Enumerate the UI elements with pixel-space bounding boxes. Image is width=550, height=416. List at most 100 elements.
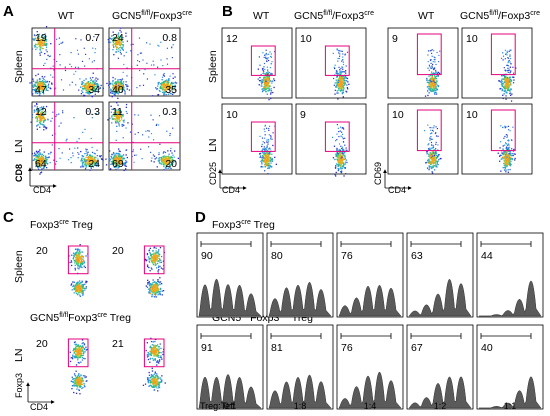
divided-percent: 44 bbox=[481, 250, 493, 262]
divided-percent: 91 bbox=[201, 342, 213, 354]
cluster-main bbox=[498, 66, 517, 102]
ratio-label-1: 1:8 bbox=[294, 401, 307, 411]
cluster-tail bbox=[257, 49, 276, 83]
cluster-foxp3-positive bbox=[144, 246, 165, 274]
gate bbox=[324, 45, 350, 76]
quadrant-value-ur: 0.7 bbox=[85, 32, 100, 44]
quadrant-value-ul: 24 bbox=[112, 32, 124, 44]
gate-percent: 10 bbox=[466, 109, 478, 121]
gate-percent: 20 bbox=[36, 338, 48, 350]
panel-b-x-axis-1: CD4 bbox=[222, 185, 240, 195]
gate bbox=[324, 121, 350, 152]
panel-b-header-gcn5-1: GCN5fl/fl/Foxp3cre bbox=[294, 10, 374, 22]
panel-d-hist-r0-c1: 80 bbox=[266, 232, 334, 318]
cluster-cd8-single bbox=[107, 102, 129, 127]
panel-c-title-top: Foxp3cre Treg bbox=[30, 219, 93, 231]
quadrant-value-lr: 34 bbox=[88, 84, 100, 96]
quadrant-value-ll: 64 bbox=[35, 158, 47, 170]
panel-a-plot-r0-c0: 19 0.7 47 34 bbox=[29, 26, 104, 98]
panel-b-row-spleen: Spleen bbox=[207, 50, 219, 83]
panel-b-header-gcn5-2: GCN5fl/fl/Foxp3cre bbox=[460, 10, 540, 22]
panel-c-plot-r0-c1: 20 bbox=[112, 245, 165, 298]
histogram-curve bbox=[198, 374, 262, 409]
quadrant-value-ur: 0.3 bbox=[85, 106, 100, 118]
quadrant-value-ll: 47 bbox=[35, 84, 47, 96]
quadrant-value-ur: 0.3 bbox=[162, 106, 177, 118]
panel-c-row-spleen: Spleen bbox=[13, 250, 25, 283]
panel-b-row-ln: LN bbox=[207, 139, 219, 152]
gate bbox=[416, 33, 442, 76]
quadrant-value-ul: 19 bbox=[35, 32, 47, 44]
panel-b-plot-r1-c3: 10 bbox=[461, 103, 533, 175]
gate-percent: 12 bbox=[226, 33, 238, 45]
histogram-curve bbox=[408, 376, 472, 409]
panel-a-header-wt: WT bbox=[58, 10, 75, 22]
gate bbox=[490, 33, 516, 76]
histogram-curve bbox=[479, 281, 542, 317]
panel-d-plots: 90 80 76 63 44 91 81 76 67 40 0:1 1:8 1:4 1:2 1:1 bbox=[196, 232, 544, 411]
panel-d-ratio-label: Treg:Teff bbox=[200, 401, 236, 411]
cluster-main bbox=[425, 144, 442, 174]
histogram-curve bbox=[338, 372, 402, 409]
panel-c-plots: 20 20 20 21 bbox=[36, 244, 166, 395]
panel-d-hist-r1-c0: 91 bbox=[196, 324, 264, 410]
panel-c-x-axis: CD4 bbox=[30, 402, 48, 412]
panel-b-plot-r1-c2: 10 bbox=[387, 103, 459, 175]
panel-a-row-ln: LN bbox=[13, 140, 25, 153]
quadrant-value-ll: 69 bbox=[112, 158, 124, 170]
gate-percent: 10 bbox=[226, 109, 238, 121]
divided-percent: 67 bbox=[411, 342, 423, 354]
panel-a-y-axis: CD8 bbox=[14, 164, 24, 182]
cluster-foxp3-negative bbox=[145, 277, 165, 298]
cluster-foxp3-negative bbox=[70, 280, 88, 297]
panel-c-y-axis: Foxp3 bbox=[14, 373, 24, 398]
gate-percent: 9 bbox=[392, 33, 398, 45]
gate bbox=[67, 245, 89, 275]
panel-d-hist-r0-c0: 90 bbox=[196, 232, 264, 318]
panel-d-hist-r1-c2: 76 bbox=[336, 324, 404, 410]
ratio-label-3: 1:2 bbox=[434, 401, 447, 411]
gate bbox=[250, 121, 276, 152]
gate bbox=[143, 338, 165, 368]
panel-a-x-axis: CD4 bbox=[33, 185, 51, 195]
panel-a-letter: A bbox=[3, 3, 14, 20]
histogram-curve bbox=[408, 279, 472, 317]
cluster-main bbox=[424, 59, 441, 97]
divided-percent: 40 bbox=[481, 342, 493, 354]
histogram-curve bbox=[198, 279, 262, 317]
gate-percent: 21 bbox=[112, 338, 124, 350]
quadrant-value-ur: 0.8 bbox=[162, 32, 177, 44]
cluster-main bbox=[497, 145, 516, 173]
panel-d-hist-r1-c3: 67 bbox=[406, 324, 474, 410]
panel-b-plot-r0-c2: 9 bbox=[387, 27, 459, 99]
ratio-label-0: 0:1 bbox=[224, 401, 237, 411]
panel-b-x-axis-2: CD4 bbox=[388, 185, 406, 195]
cluster-double-negative bbox=[105, 148, 128, 172]
cluster-cd8-single bbox=[31, 26, 52, 57]
panel-b-plot-r1-c0: 10 bbox=[221, 103, 293, 175]
cluster-double-negative bbox=[29, 73, 53, 97]
histogram-curve bbox=[268, 282, 332, 317]
cluster-cd4-single bbox=[80, 148, 104, 171]
gate bbox=[490, 109, 516, 152]
panel-a-row-spleen: Spleen bbox=[13, 50, 25, 83]
panel-c-plot-r1-c1: 21 bbox=[112, 337, 166, 392]
divided-percent: 81 bbox=[271, 342, 283, 354]
gate bbox=[67, 338, 89, 368]
panel-a-plot-r0-c1: 24 0.8 40 35 bbox=[106, 27, 181, 99]
panel-b-letter: B bbox=[222, 3, 233, 20]
quadrant-value-lr: 35 bbox=[165, 84, 177, 96]
cluster-cd8-single bbox=[30, 103, 49, 131]
panel-b-y-axis-cd69: CD69 bbox=[373, 162, 383, 185]
gate-percent: 20 bbox=[36, 245, 48, 257]
panel-d-hist-r1-c4: 40 bbox=[476, 324, 544, 410]
quadrant-value-lr: 24 bbox=[88, 158, 100, 170]
divided-percent: 90 bbox=[201, 250, 213, 262]
cluster-double-negative bbox=[31, 149, 52, 175]
cluster-cd8-single bbox=[107, 27, 127, 56]
panel-b-plot-r1-c1: 9 bbox=[295, 103, 367, 177]
quadrant-value-ul: 12 bbox=[35, 106, 47, 118]
panel-b-plot-r0-c1: 10 bbox=[295, 27, 367, 100]
cluster-foxp3-positive bbox=[68, 244, 89, 275]
